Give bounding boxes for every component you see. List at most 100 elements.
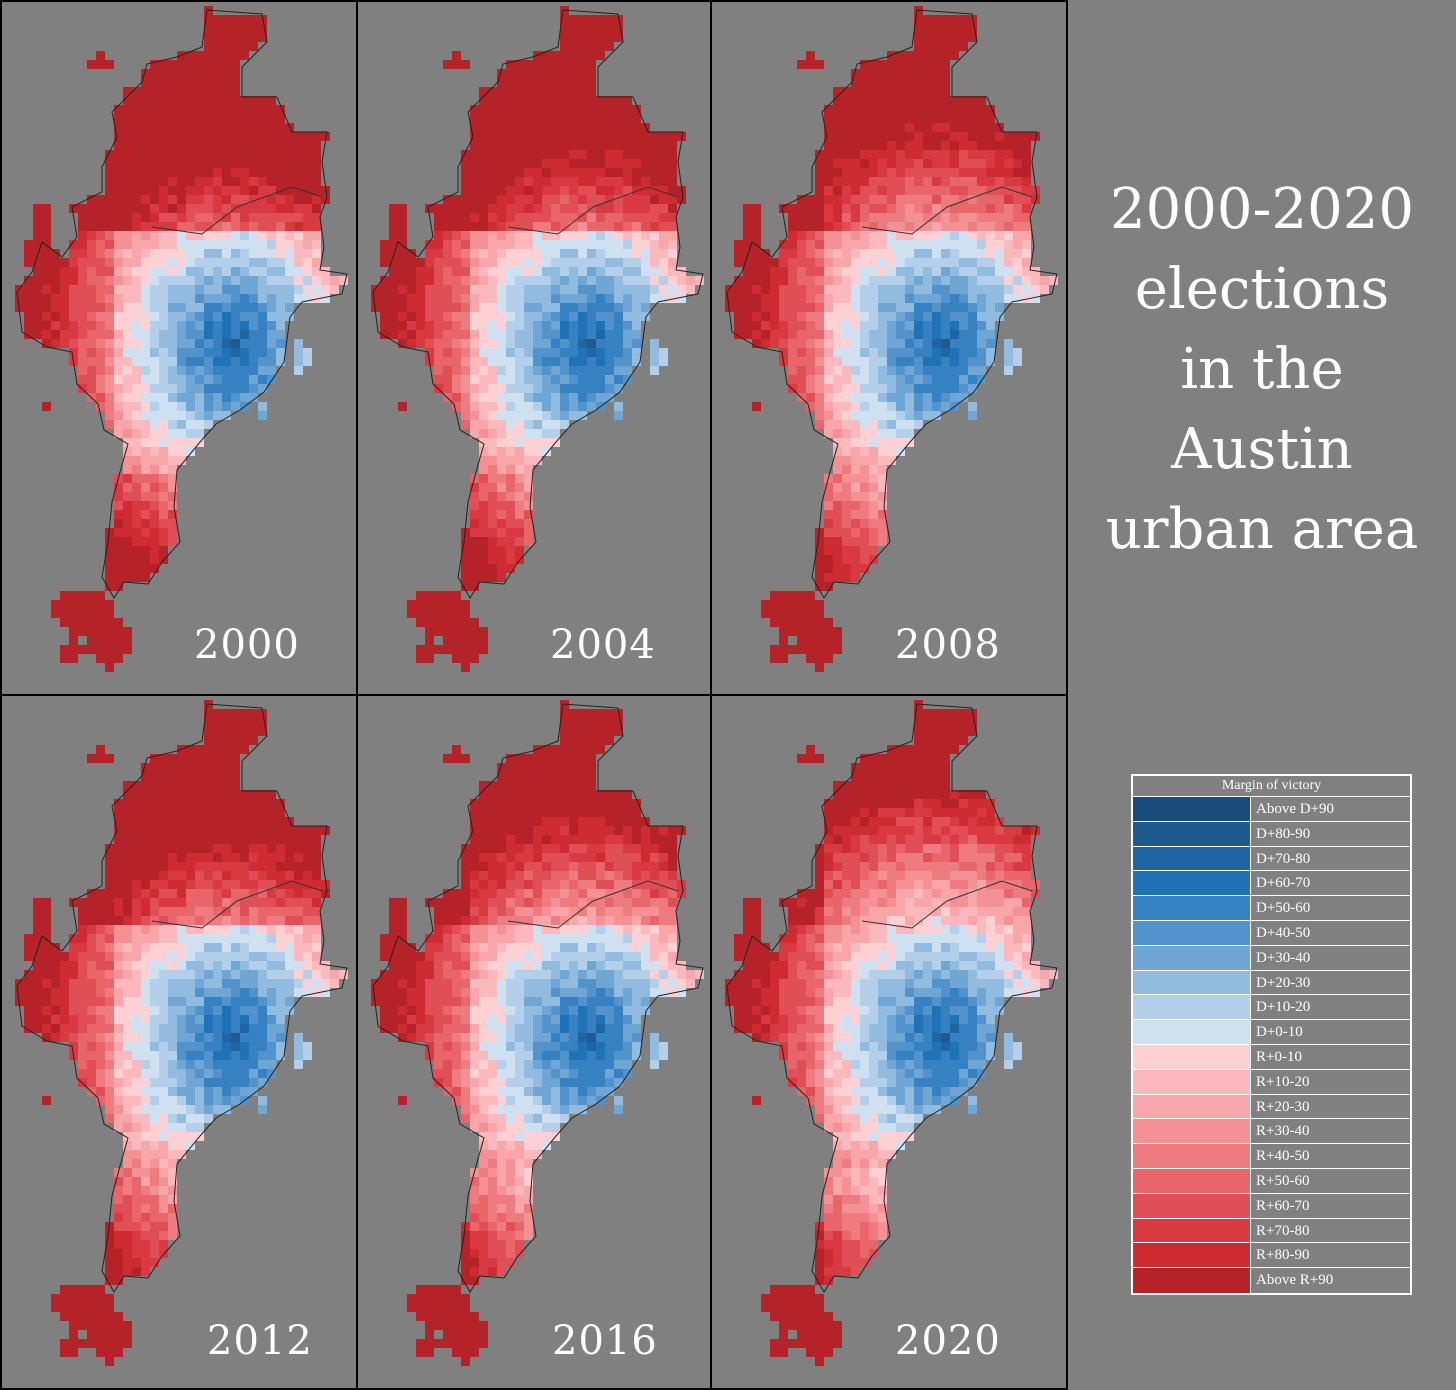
precinct-cell bbox=[797, 591, 806, 600]
precinct-cell bbox=[416, 330, 425, 339]
precinct-cell bbox=[150, 943, 159, 952]
precinct-cell bbox=[407, 609, 416, 618]
precinct-cell bbox=[497, 123, 506, 132]
precinct-cell bbox=[797, 294, 806, 303]
precinct-cell bbox=[968, 348, 977, 357]
precinct-cell bbox=[132, 312, 141, 321]
precinct-cell bbox=[851, 528, 860, 537]
precinct-cell bbox=[87, 934, 96, 943]
precinct-cell bbox=[321, 195, 330, 204]
precinct-cell bbox=[389, 258, 398, 267]
precinct-cell bbox=[788, 384, 797, 393]
precinct-cell bbox=[587, 123, 596, 132]
precinct-cell bbox=[150, 546, 159, 555]
precinct-cell bbox=[96, 60, 105, 69]
precinct-cell bbox=[186, 799, 195, 808]
precinct-cell bbox=[968, 339, 977, 348]
precinct-cell bbox=[123, 1141, 132, 1150]
precinct-cell bbox=[312, 934, 321, 943]
precinct-cell bbox=[914, 312, 923, 321]
precinct-cell bbox=[222, 285, 231, 294]
precinct-cell bbox=[276, 817, 285, 826]
precinct-cell bbox=[986, 204, 995, 213]
precinct-cell bbox=[204, 1087, 213, 1096]
precinct-cell bbox=[668, 168, 677, 177]
precinct-cell bbox=[914, 60, 923, 69]
precinct-cell bbox=[114, 267, 123, 276]
precinct-cell bbox=[977, 339, 986, 348]
precinct-cell bbox=[276, 168, 285, 177]
precinct-cell bbox=[132, 1141, 141, 1150]
precinct-cell bbox=[851, 438, 860, 447]
precinct-cell bbox=[321, 979, 330, 988]
precinct-cell bbox=[905, 276, 914, 285]
precinct-cell bbox=[587, 709, 596, 718]
precinct-cell bbox=[123, 1204, 132, 1213]
precinct-cell bbox=[887, 186, 896, 195]
precinct-cell bbox=[725, 294, 734, 303]
precinct-cell bbox=[240, 907, 249, 916]
precinct-cell bbox=[231, 276, 240, 285]
precinct-cell bbox=[114, 1051, 123, 1060]
precinct-cell bbox=[132, 853, 141, 862]
precinct-cell bbox=[105, 1069, 114, 1078]
precinct-cell bbox=[159, 1177, 168, 1186]
precinct-cell bbox=[213, 916, 222, 925]
precinct-cell bbox=[452, 654, 461, 663]
precinct-cell bbox=[123, 1051, 132, 1060]
precinct-cell bbox=[150, 898, 159, 907]
precinct-cell bbox=[168, 285, 177, 294]
precinct-cell bbox=[159, 294, 168, 303]
precinct-cell bbox=[524, 195, 533, 204]
precinct-cell bbox=[605, 384, 614, 393]
precinct-cell bbox=[204, 294, 213, 303]
precinct-cell bbox=[551, 285, 560, 294]
precinct-cell bbox=[506, 492, 515, 501]
precinct-cell bbox=[150, 1177, 159, 1186]
precinct-cell bbox=[87, 636, 96, 645]
precinct-cell bbox=[905, 240, 914, 249]
precinct-cell bbox=[1004, 267, 1013, 276]
precinct-cell bbox=[150, 159, 159, 168]
precinct-cell bbox=[461, 195, 470, 204]
precinct-cell bbox=[587, 330, 596, 339]
precinct-cell bbox=[294, 294, 303, 303]
precinct-cell bbox=[168, 375, 177, 384]
precinct-cell bbox=[168, 1132, 177, 1141]
precinct-cell bbox=[105, 528, 114, 537]
precinct-cell bbox=[407, 276, 416, 285]
precinct-cell bbox=[605, 204, 614, 213]
precinct-cell bbox=[968, 375, 977, 384]
precinct-cell bbox=[959, 213, 968, 222]
precinct-cell bbox=[488, 492, 497, 501]
precinct-cell bbox=[186, 195, 195, 204]
precinct-cell bbox=[195, 114, 204, 123]
precinct-cell bbox=[497, 231, 506, 240]
precinct-cell bbox=[743, 312, 752, 321]
precinct-cell bbox=[105, 943, 114, 952]
precinct-cell bbox=[123, 970, 132, 979]
precinct-cell bbox=[515, 483, 524, 492]
precinct-cell bbox=[797, 312, 806, 321]
precinct-cell bbox=[213, 1051, 222, 1060]
precinct-cell bbox=[213, 1096, 222, 1105]
precinct-cell bbox=[186, 997, 195, 1006]
precinct-cell bbox=[159, 853, 168, 862]
precinct-cell bbox=[186, 411, 195, 420]
precinct-cell bbox=[177, 844, 186, 853]
precinct-cell bbox=[641, 285, 650, 294]
precinct-cell bbox=[1004, 366, 1013, 375]
precinct-cell bbox=[168, 447, 177, 456]
precinct-cell bbox=[968, 195, 977, 204]
precinct-cell bbox=[33, 979, 42, 988]
precinct-cell bbox=[141, 1177, 150, 1186]
precinct-cell bbox=[506, 790, 515, 799]
precinct-cell bbox=[213, 1042, 222, 1051]
precinct-cell bbox=[842, 528, 851, 537]
precinct-cell bbox=[294, 276, 303, 285]
precinct-cell bbox=[533, 447, 542, 456]
precinct-cell bbox=[96, 1348, 105, 1357]
precinct-cell bbox=[560, 411, 569, 420]
precinct-cell bbox=[123, 1195, 132, 1204]
precinct-cell bbox=[842, 384, 851, 393]
